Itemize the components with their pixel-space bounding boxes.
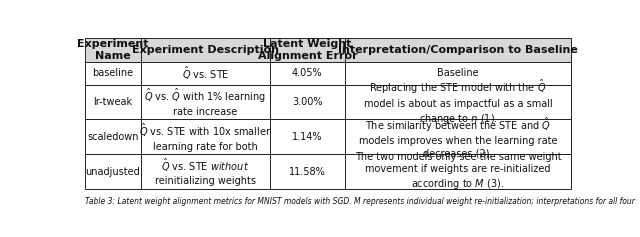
Text: Baseline: Baseline [437, 68, 479, 78]
Bar [269, 119, 345, 154]
Text: $\hat{Q}$ vs. STE: $\hat{Q}$ vs. STE [182, 65, 229, 82]
Bar [141, 37, 269, 62]
Text: $\hat{Q}$ vs. STE $\mathit{without}$
reinitializing weights: $\hat{Q}$ vs. STE $\mathit{without}$ rei… [155, 157, 256, 187]
Bar [269, 37, 345, 62]
Text: 3.00%: 3.00% [292, 97, 323, 107]
Text: $\hat{Q}$ vs. $\hat{Q}$ with 1% learning
rate increase: $\hat{Q}$ vs. $\hat{Q}$ with 1% learning… [144, 87, 266, 117]
Text: The similarity between the STE and $\hat{Q}$
models improves when the learning r: The similarity between the STE and $\hat… [359, 115, 557, 158]
Text: Table 3: Latent weight alignment metrics for MNIST models with SGD. M represents: Table 3: Latent weight alignment metrics… [85, 197, 635, 206]
Bar [269, 85, 345, 119]
Bar [269, 62, 345, 85]
Bar [141, 154, 269, 189]
Text: The two models only see the same weight
movement if weights are re-initialized
a: The two models only see the same weight … [355, 152, 561, 191]
Text: 4.05%: 4.05% [292, 68, 323, 78]
Bar [345, 119, 571, 154]
Text: Latent Weight
Alignment Error: Latent Weight Alignment Error [257, 39, 357, 61]
Bar [85, 119, 141, 154]
Bar [345, 154, 571, 189]
Text: Experiment
Name: Experiment Name [77, 39, 148, 61]
Bar [141, 62, 269, 85]
Bar [85, 62, 141, 85]
Bar [345, 85, 571, 119]
Text: $\hat{Q}$ vs. STE with 10x smaller
learning rate for both: $\hat{Q}$ vs. STE with 10x smaller learn… [139, 122, 271, 152]
Bar [85, 85, 141, 119]
Text: Interpretation/Comparison to Baseline: Interpretation/Comparison to Baseline [338, 45, 578, 55]
Bar [141, 85, 269, 119]
Text: unadjusted: unadjusted [86, 167, 140, 177]
Text: lr-tweak: lr-tweak [93, 97, 132, 107]
Bar [85, 37, 141, 62]
Bar [345, 62, 571, 85]
Text: 11.58%: 11.58% [289, 167, 326, 177]
Bar [85, 154, 141, 189]
Bar [269, 154, 345, 189]
Text: Experiment Description: Experiment Description [132, 45, 279, 55]
Bar [345, 37, 571, 62]
Text: Replacing the STE model with the $\hat{Q}$
model is about as impactful as a smal: Replacing the STE model with the $\hat{Q… [364, 78, 552, 126]
Text: 1.14%: 1.14% [292, 132, 323, 142]
Text: scaledown: scaledown [87, 132, 139, 142]
Text: baseline: baseline [92, 68, 134, 78]
Bar [141, 119, 269, 154]
